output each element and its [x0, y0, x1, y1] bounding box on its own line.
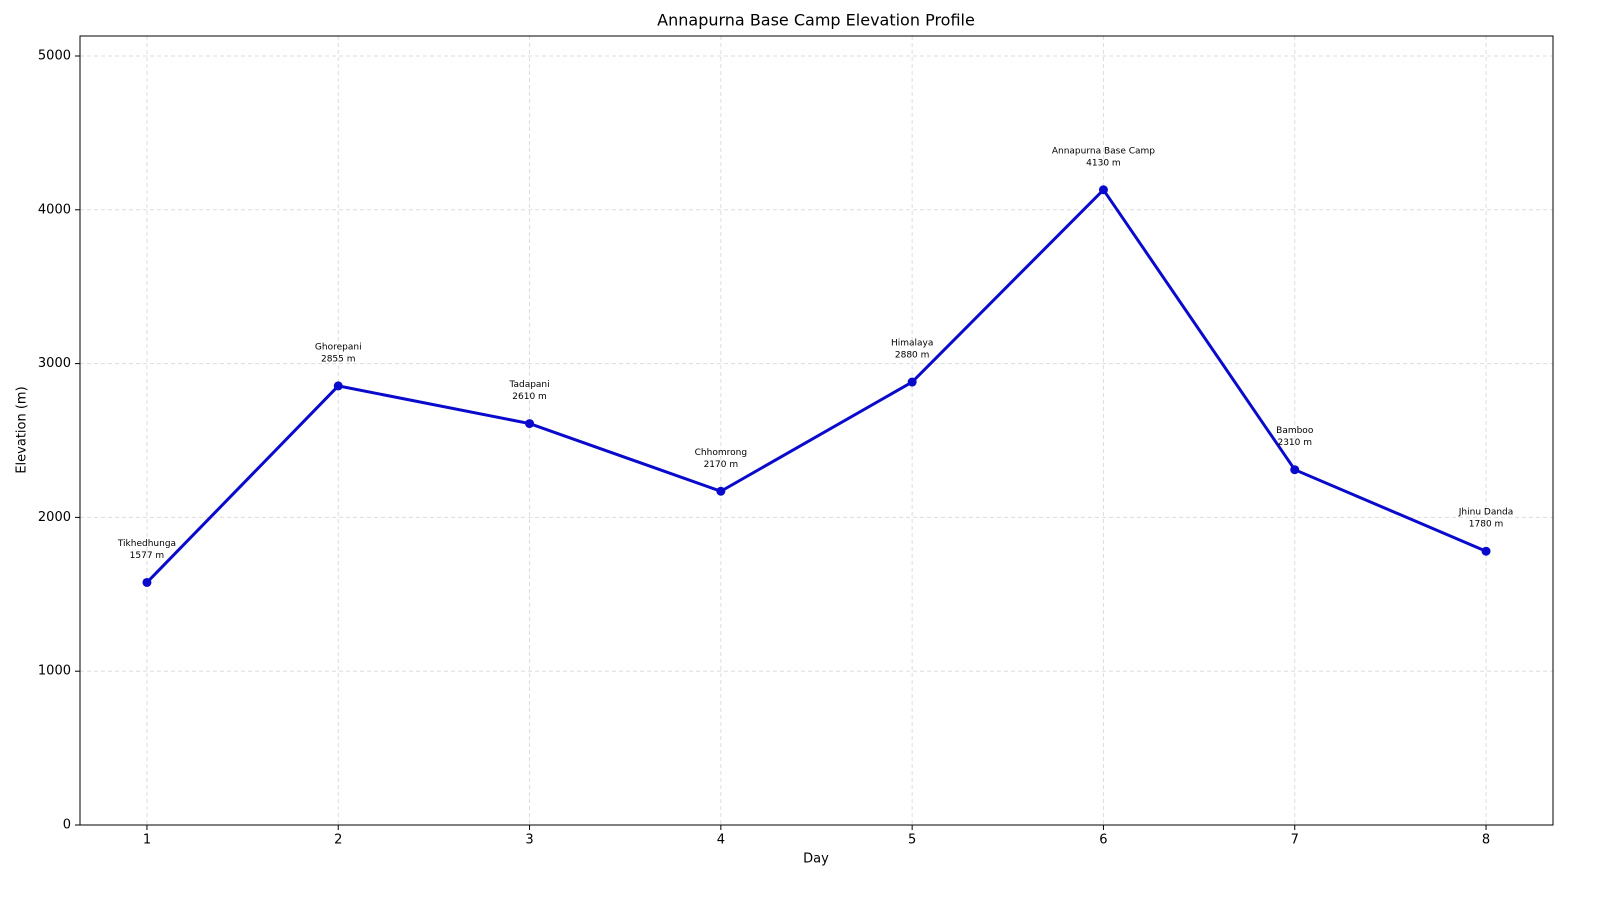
point: [333, 381, 343, 391]
x-tick-label: 2: [334, 833, 342, 848]
point: [1290, 465, 1300, 475]
point: [142, 577, 152, 587]
value-label: 2310 m: [1277, 438, 1312, 448]
point-label: Ghorepani: [315, 342, 362, 352]
value-label: 4130 m: [1086, 158, 1121, 168]
x-tick-label: 1: [143, 833, 151, 848]
x-tick-label: 7: [1291, 833, 1299, 848]
value-label: 2610 m: [512, 392, 547, 402]
plot-frame: [79, 35, 1554, 826]
point: [525, 419, 535, 429]
point-label: Tadapani: [508, 380, 549, 390]
y-tick-label: 0: [63, 818, 71, 833]
x-tick-label: 4: [717, 833, 725, 848]
y-tick-label: 1000: [38, 664, 71, 679]
value-label: 1780 m: [1469, 520, 1504, 530]
x-tick-label: 3: [525, 833, 533, 848]
point-label: Tikhedhunga: [117, 539, 176, 549]
x-axis-label: Day: [803, 852, 829, 867]
point: [907, 377, 917, 387]
value-label: 2855 m: [321, 354, 356, 364]
point-label: Bamboo: [1276, 426, 1314, 436]
x-tick-label: 5: [908, 833, 916, 848]
point-label: Annapurna Base Camp: [1052, 146, 1155, 156]
y-tick-label: 4000: [38, 202, 71, 217]
point-label: Himalaya: [891, 339, 933, 349]
value-label: 2170 m: [704, 460, 739, 470]
value-label: 1577 m: [130, 551, 165, 561]
line: [145, 187, 1487, 584]
y-tick-label: 3000: [38, 356, 71, 371]
point: [1098, 185, 1108, 195]
x-tick-label: 8: [1482, 833, 1490, 848]
y-tick-label: 5000: [38, 48, 71, 63]
x-tick-label: 6: [1099, 833, 1107, 848]
y-axis-label: Elevation (m): [15, 386, 30, 473]
point-label: Chhomrong: [695, 448, 747, 458]
point: [716, 486, 726, 496]
y-tick-label: 2000: [38, 510, 71, 525]
chart-title: Annapurna Base Camp Elevation Profile: [657, 11, 975, 30]
point-label: Jhinu Danda: [1458, 508, 1514, 518]
point: [1481, 546, 1491, 556]
value-label: 2880 m: [895, 351, 930, 361]
